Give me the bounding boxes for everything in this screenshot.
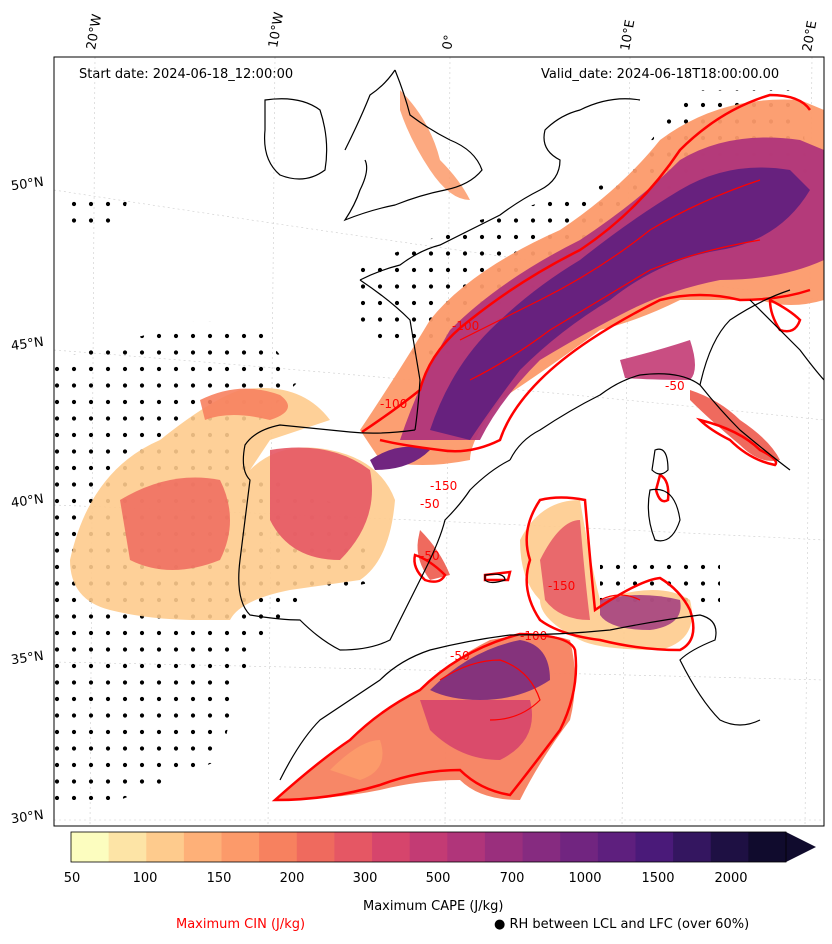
colorbar-cell <box>108 832 147 862</box>
svg-text:-100: -100 <box>452 319 479 333</box>
colorbar <box>70 831 816 863</box>
valid-date-label: Valid_date: 2024-06-18T18:00:00.00 <box>541 67 780 82</box>
cbar-tick: 50 <box>63 871 81 886</box>
colorbar-cell <box>710 832 749 862</box>
cbar-tick: 700 <box>499 871 525 886</box>
colorbar-cell <box>259 832 298 862</box>
coastlines <box>238 69 824 781</box>
colorbar-cell <box>183 832 223 862</box>
svg-text:-50: -50 <box>450 649 470 663</box>
colorbar-cell <box>296 832 335 862</box>
cbar-tick: 300 <box>352 871 378 886</box>
colorbar-cell <box>522 832 561 862</box>
colorbar-cell <box>673 832 712 862</box>
cbar-tick: 2000 <box>714 871 748 886</box>
cbar-tick: 500 <box>425 871 451 886</box>
svg-text:-50: -50 <box>665 379 685 393</box>
colorbar-cells <box>71 832 787 862</box>
cbar-tick: 1000 <box>568 871 602 886</box>
cin-contours <box>271 93 812 802</box>
colorbar-cell <box>484 832 524 862</box>
colorbar-extend-arrow <box>786 832 816 862</box>
svg-text:-50: -50 <box>420 549 440 563</box>
cbar-tick: 1500 <box>641 871 675 886</box>
colorbar-cell <box>146 832 185 862</box>
colorbar-cell <box>447 832 486 862</box>
colorbar-cell <box>334 832 373 862</box>
cin-legend-label: Maximum CIN (J/kg) <box>176 917 306 932</box>
map-area: -100 -100 -150 -50 -150 -50 -50 -100 -50 <box>54 57 824 826</box>
rh-legend-label: RH between LCL and LFC (over 60%) <box>509 917 750 932</box>
svg-text:-150: -150 <box>548 579 575 593</box>
colorbar-cell <box>597 832 636 862</box>
colorbar-cell <box>372 832 411 862</box>
start-date-label: Start date: 2024-06-18_12:00:00 <box>79 67 294 82</box>
cbar-tick: 100 <box>132 871 158 886</box>
rh-dot-icon: ● <box>494 917 506 932</box>
cbar-tick: 200 <box>279 871 305 886</box>
cin-contours-thin <box>439 179 761 721</box>
map-frame <box>53 56 825 827</box>
colorbar-cell <box>409 832 448 862</box>
colorbar-cell <box>71 832 110 862</box>
colorbar-cell <box>221 832 260 862</box>
colorbar-cell <box>635 832 674 862</box>
svg-text:-100: -100 <box>380 397 407 411</box>
colorbar-cell <box>748 832 787 862</box>
cbar-tick: 150 <box>206 871 232 886</box>
cin-labels: -100 -100 -150 -50 -150 -50 -50 -100 -50 <box>380 319 685 663</box>
cape-fields <box>70 90 824 800</box>
rh-legend: ● RH between LCL and LFC (over 60%) <box>494 917 749 932</box>
colorbar-cell <box>560 832 599 862</box>
svg-text:-100: -100 <box>520 629 547 643</box>
svg-text:-50: -50 <box>420 497 440 511</box>
colorbar-title: Maximum CAPE (J/kg) <box>363 899 504 914</box>
svg-text:-150: -150 <box>430 479 457 493</box>
